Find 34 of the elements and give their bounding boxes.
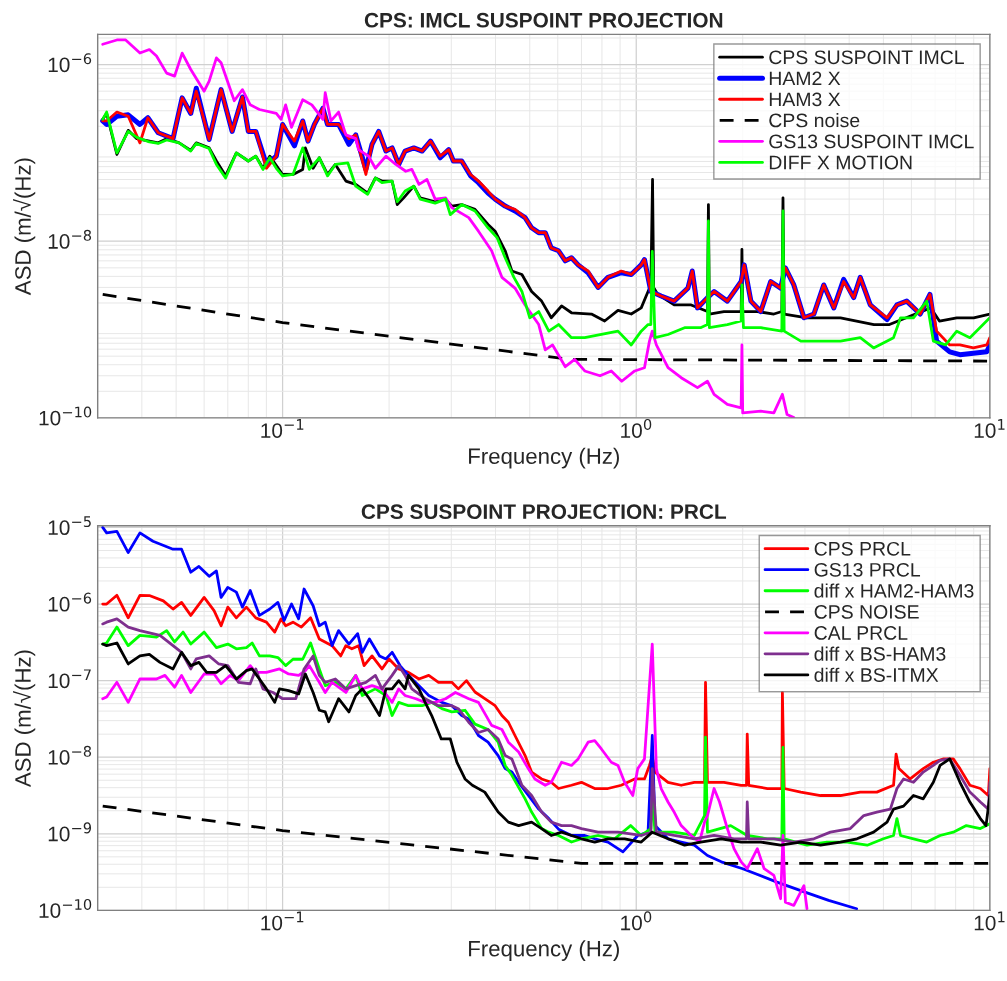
y-tick-label: 10$^{−6}$ (48, 53, 92, 73)
legend-label: CPS noise (769, 113, 860, 128)
legend-label: diff x BS-HAM3 (814, 646, 946, 661)
legend-label: CPS NOISE (814, 605, 919, 619)
x-axis-title: Frequency (Hz) (469, 940, 619, 961)
chart-title: CPS SUSPOINT PROJECTION: PRCL (361, 504, 727, 520)
x-axis-title: Frequency (Hz) (469, 447, 619, 469)
legend-label: diff x HAM2-HAM3 (814, 583, 974, 598)
x-tick-label: 10$^{−1}$ (261, 911, 304, 931)
y-tick-label: 10$^{−6}$ (48, 592, 92, 612)
x-tick-label: 10$^{−1}$ (261, 419, 304, 438)
y-tick-label: 10$^{−8}$ (48, 745, 92, 765)
legend-label: CPS SUSPOINT IMCL (769, 50, 964, 65)
legend-label: GS13 SUSPOINT IMCL (769, 134, 974, 149)
legend-label: DIFF X MOTION (769, 155, 912, 170)
y-tick-label: 10$^{−5}$ (48, 516, 91, 536)
y-tick-label: 10$^{−8}$ (48, 229, 92, 249)
x-tick-label: 10$^{0}$ (621, 911, 652, 931)
y-axis-title: ASD (m/√(Hz) (13, 650, 36, 788)
x-tick-label: 10$^{1}$ (974, 911, 1005, 931)
legend-label: GS13 PRCL (814, 562, 921, 577)
x-tick-label: 10$^{0}$ (621, 418, 652, 438)
y-tick-label: 10$^{−10}$ (39, 898, 92, 918)
y-tick-label: 10$^{−10}$ (39, 406, 92, 426)
y-axis-title: ASD (m/√(Hz) (13, 158, 36, 296)
x-tick-label: 10$^{1}$ (974, 419, 1005, 438)
legend-label: diff x BS-ITMX (814, 667, 939, 682)
legend-label: HAM3 X (769, 92, 841, 107)
legend-label: CAL PRCL (814, 626, 908, 640)
legend-label: CPS PRCL (814, 541, 911, 556)
y-tick-label: 10$^{−9}$ (48, 822, 92, 842)
chart-title: CPS: IMCL SUSPOINT PROJECTION (364, 12, 723, 28)
legend-label: HAM2 X (769, 71, 841, 86)
y-tick-label: 10$^{−7}$ (48, 669, 91, 689)
